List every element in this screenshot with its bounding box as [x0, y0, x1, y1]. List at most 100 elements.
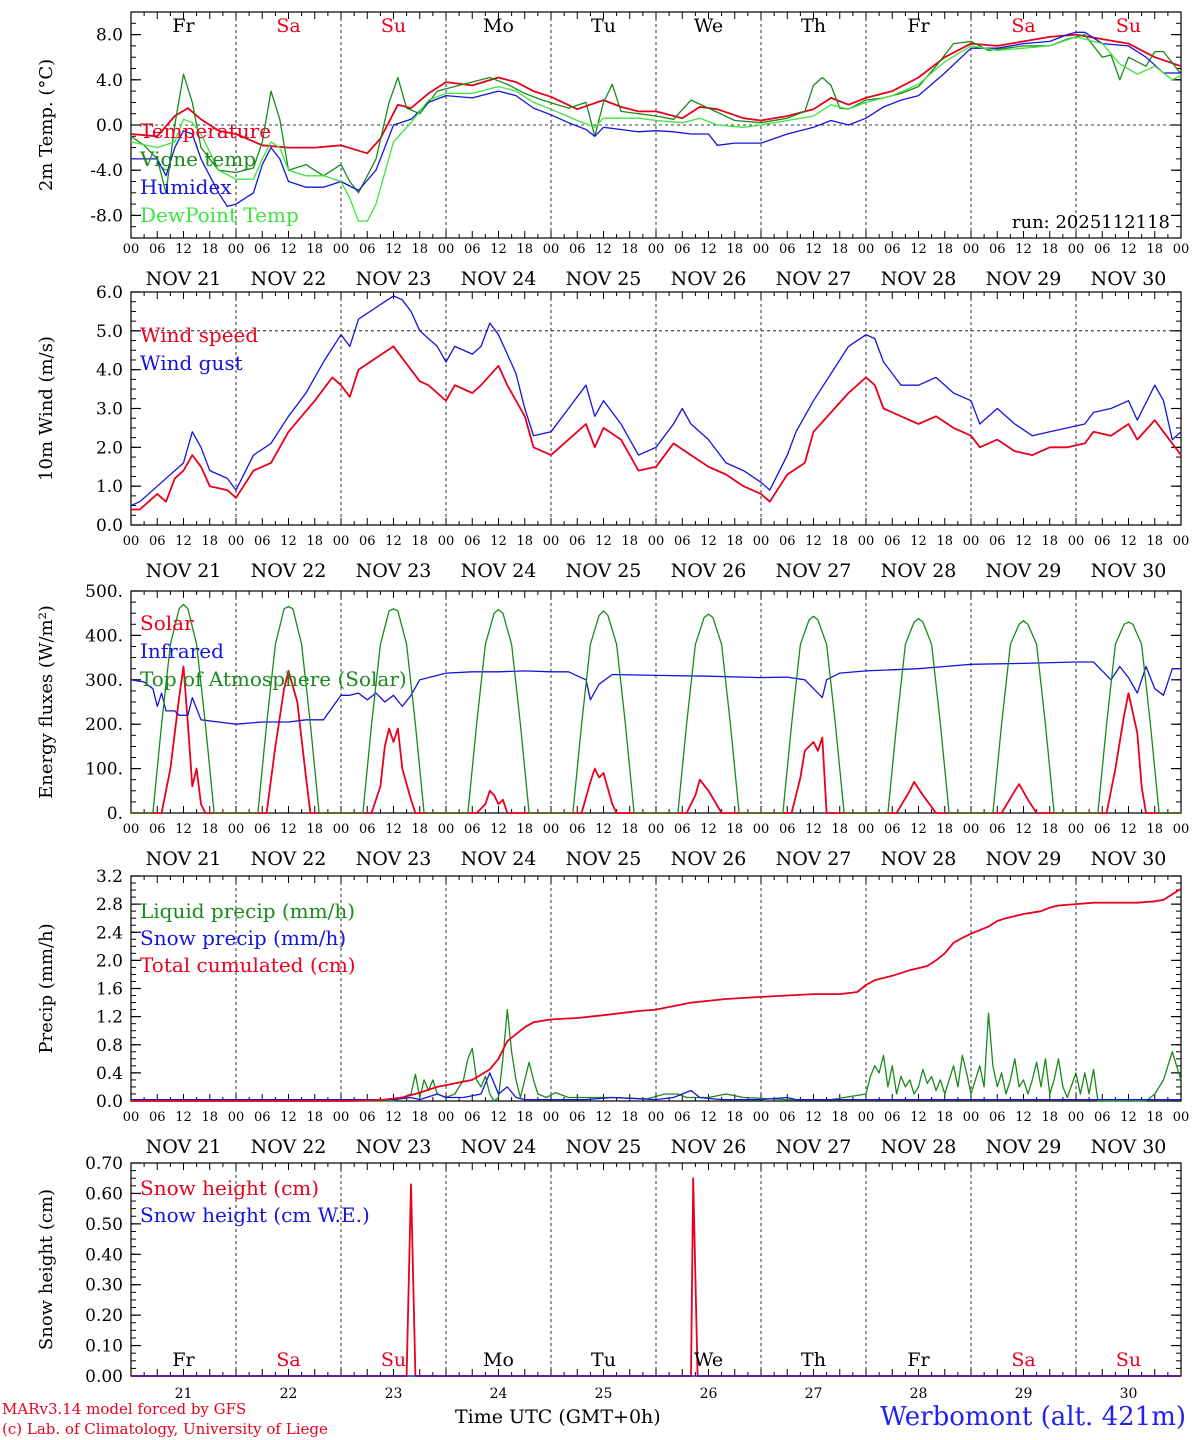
- weekday-label: Fr: [172, 1349, 195, 1371]
- hour-tick-label: 12: [175, 822, 192, 837]
- hour-tick-label: 12: [595, 822, 612, 837]
- date-label: NOV 22: [251, 848, 327, 870]
- hour-tick-label: 00: [438, 1110, 455, 1125]
- hour-tick-label: 00: [753, 534, 770, 549]
- hour-tick-label: 06: [359, 822, 376, 837]
- y-tick-label: 6.0: [96, 283, 123, 303]
- date-label: NOV 23: [356, 848, 432, 870]
- y-tick-label: 0.: [107, 804, 123, 824]
- hour-tick-label: 00: [123, 242, 140, 257]
- hour-tick-label: 12: [595, 1110, 612, 1125]
- date-label: NOV 21: [146, 848, 222, 870]
- hour-tick-label: 06: [149, 534, 166, 549]
- date-label: NOV 25: [566, 268, 642, 290]
- y-tick-label: 0.50: [85, 1215, 123, 1235]
- date-label: NOV 26: [671, 1136, 747, 1158]
- hour-tick-label: 06: [674, 534, 691, 549]
- y-tick-label: 0.4: [96, 1064, 123, 1084]
- legend-entry: Snow height (cm): [140, 1176, 319, 1200]
- hour-tick-label: 00: [333, 534, 350, 549]
- hour-tick-label: 00: [648, 1110, 665, 1125]
- hour-tick-label: 18: [1041, 1110, 1058, 1125]
- hour-tick-label: 06: [569, 1110, 586, 1125]
- legend-entry: Solar: [140, 611, 194, 635]
- y-tick-label: 0.40: [85, 1245, 123, 1265]
- series-line-liquid-precip-mm-h-: [131, 1008, 1182, 1102]
- legend-entry: Total cumulated (cm): [140, 953, 356, 977]
- hour-tick-label: 06: [254, 534, 271, 549]
- y-axis-title: Precip (mm/h): [36, 923, 57, 1053]
- hour-tick-label: 12: [385, 242, 402, 257]
- hour-tick-label: 00: [1173, 242, 1190, 257]
- date-label: NOV 29: [986, 560, 1062, 582]
- hour-tick-label: 18: [306, 822, 323, 837]
- hour-tick-label: 06: [149, 242, 166, 257]
- weekday-label: Th: [801, 15, 826, 37]
- hour-tick-label: 06: [674, 822, 691, 837]
- hour-tick-label: 00: [228, 1110, 245, 1125]
- hour-tick-label: 18: [516, 242, 533, 257]
- hour-tick-label: 06: [989, 1110, 1006, 1125]
- hour-tick-label: 18: [411, 534, 428, 549]
- hour-tick-label: 12: [910, 534, 927, 549]
- panel-3: 0. 100. 200. 300. 400. 500. Energy fluxes (W/m…: [36, 582, 1189, 870]
- hour-tick-label: 12: [805, 534, 822, 549]
- y-tick-label: -4.0: [90, 161, 123, 181]
- date-label: NOV 25: [566, 560, 642, 582]
- series-line-temperature: [130, 33, 1182, 155]
- hour-tick-label: 06: [149, 822, 166, 837]
- hour-tick-label: 00: [228, 534, 245, 549]
- day-number-label: 30: [1120, 1386, 1138, 1402]
- y-tick-label: 0.30: [85, 1276, 123, 1296]
- hour-tick-label: 06: [884, 1110, 901, 1125]
- weekday-label: Su: [1116, 1349, 1141, 1371]
- hour-tick-label: 12: [1120, 534, 1137, 549]
- hour-tick-label: 00: [228, 822, 245, 837]
- y-tick-label: 0.10: [85, 1337, 123, 1357]
- hour-tick-label: 00: [1173, 1110, 1190, 1125]
- hour-tick-label: 00: [858, 822, 875, 837]
- date-label: NOV 21: [146, 560, 222, 582]
- day-number-label: 29: [1015, 1386, 1033, 1402]
- series-line-wind-speed: [131, 345, 1182, 511]
- hour-tick-label: 18: [726, 822, 743, 837]
- weekday-label: Sa: [1011, 1349, 1035, 1371]
- weekday-label: Su: [1116, 15, 1141, 37]
- hour-tick-label: 06: [779, 1110, 796, 1125]
- date-label: NOV 30: [1091, 848, 1167, 870]
- day-number-label: 26: [700, 1386, 718, 1402]
- hour-tick-label: 12: [175, 1110, 192, 1125]
- y-axis-title: 2m Temp. (°C): [36, 59, 57, 191]
- hour-tick-label: 06: [254, 822, 271, 837]
- hour-tick-label: 06: [359, 534, 376, 549]
- hour-tick-label: 12: [910, 822, 927, 837]
- hour-tick-label: 06: [779, 242, 796, 257]
- hour-tick-label: 18: [1041, 822, 1058, 837]
- hour-tick-label: 12: [805, 822, 822, 837]
- hour-tick-label: 12: [1015, 822, 1032, 837]
- hour-tick-label: 00: [123, 822, 140, 837]
- hour-tick-label: 00: [1068, 822, 1085, 837]
- hour-tick-label: 12: [700, 534, 717, 549]
- hour-tick-label: 12: [385, 822, 402, 837]
- y-tick-label: 1.6: [96, 980, 123, 1000]
- hour-tick-label: 12: [490, 822, 507, 837]
- series-line-dewpoint-temp: [130, 36, 1182, 222]
- y-tick-label: 0.8: [96, 1036, 123, 1056]
- y-axis-title: Snow height (cm): [36, 1189, 57, 1350]
- hour-tick-label: 06: [464, 1110, 481, 1125]
- hour-tick-label: 12: [280, 242, 297, 257]
- series-line-snow-precip-mm-h-: [131, 1072, 1181, 1101]
- hour-tick-label: 06: [674, 242, 691, 257]
- hour-tick-label: 06: [1094, 534, 1111, 549]
- weekday-label: Fr: [907, 15, 930, 37]
- hour-tick-label: 18: [1041, 242, 1058, 257]
- y-tick-label: 2.4: [96, 923, 123, 943]
- hour-tick-label: 12: [385, 534, 402, 549]
- hour-tick-label: 06: [464, 822, 481, 837]
- hour-tick-label: 18: [411, 242, 428, 257]
- hour-tick-label: 18: [516, 534, 533, 549]
- hour-tick-label: 00: [123, 534, 140, 549]
- date-label: NOV 25: [566, 848, 642, 870]
- date-label: NOV 29: [986, 268, 1062, 290]
